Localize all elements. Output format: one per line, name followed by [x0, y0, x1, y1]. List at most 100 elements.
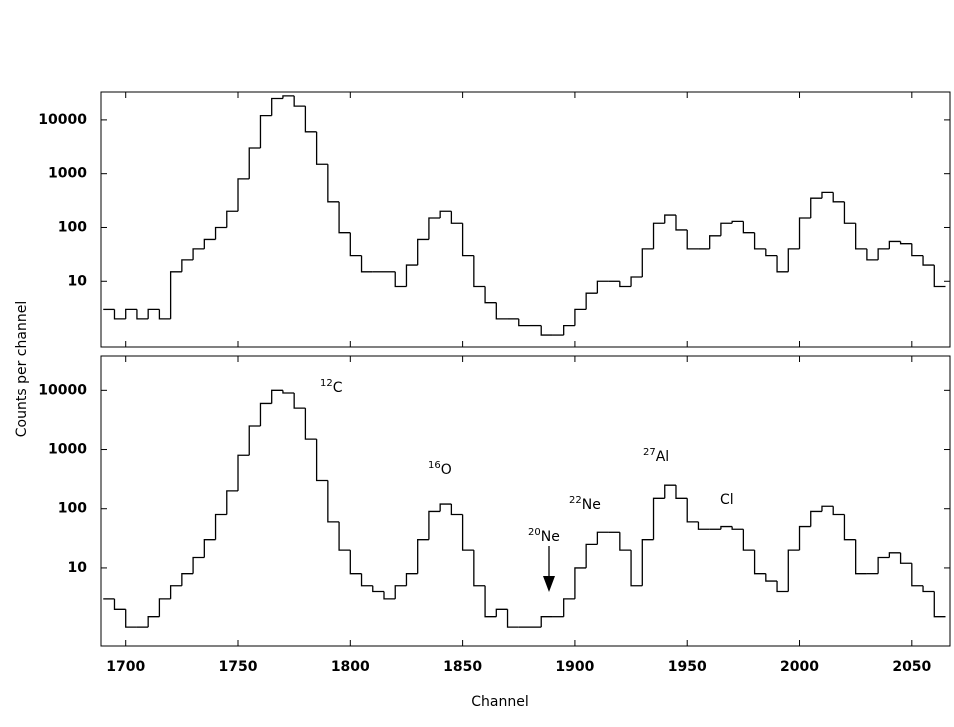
histogram-bin — [304, 408, 317, 440]
histogram-bin — [293, 95, 306, 107]
histogram-bin — [709, 235, 721, 249]
x-axis-label: Channel — [471, 694, 528, 710]
histogram-bin — [630, 550, 643, 587]
histogram-bin — [765, 248, 778, 257]
x-tick-label: 1700 — [106, 659, 145, 675]
histogram-bin — [125, 308, 137, 319]
histogram-bin — [136, 309, 149, 320]
histogram-bin — [147, 308, 160, 319]
histogram-bin — [394, 585, 407, 599]
histogram-bin — [742, 529, 755, 551]
histogram-bin — [181, 573, 194, 586]
peak-label-element: O — [441, 462, 452, 478]
peak-label-element: Ne — [541, 529, 560, 545]
peak-label-element: Cl — [720, 492, 734, 508]
histogram-bin — [652, 222, 665, 249]
histogram-bin — [563, 598, 575, 617]
histogram-bin — [911, 243, 924, 257]
y-tick-label: 10000 — [38, 382, 87, 398]
histogram-bin — [641, 248, 654, 278]
y-tick-label: 100 — [58, 219, 87, 235]
histogram-bin — [821, 191, 834, 199]
histogram-bin — [742, 221, 755, 234]
histogram-bin — [855, 539, 867, 575]
peak-label-mass: 27 — [643, 447, 656, 458]
histogram-bin — [259, 402, 272, 426]
peak-label-element: Ne — [582, 497, 601, 513]
histogram-bin — [237, 454, 250, 491]
histogram-bin — [214, 513, 227, 540]
histogram-bin — [338, 201, 351, 234]
histogram-bin — [933, 591, 946, 618]
peak-label-mass: 12 — [320, 378, 333, 389]
histogram-bin — [113, 309, 126, 320]
histogram-bin — [203, 238, 216, 249]
histogram-bin — [922, 255, 935, 266]
histogram-bin — [113, 598, 126, 610]
histogram-bin — [293, 393, 306, 409]
histogram-bin — [259, 114, 272, 149]
histogram-bin — [664, 214, 676, 224]
histogram-bin — [641, 539, 654, 586]
histogram-bin — [417, 539, 429, 574]
peak-label: 27Al — [643, 447, 669, 465]
histogram-bin — [271, 97, 283, 116]
histogram-bin — [169, 585, 182, 599]
peak-label: 22Ne — [569, 495, 601, 513]
plot-frame — [100, 355, 951, 647]
x-tick-label: 1850 — [443, 659, 482, 675]
histogram-bin — [315, 439, 328, 482]
histogram-bin — [192, 556, 205, 574]
histogram-bin — [147, 616, 160, 628]
histogram-bin — [596, 531, 609, 545]
histogram-bin — [158, 309, 171, 320]
histogram-bin — [327, 164, 340, 203]
histogram-bin — [720, 222, 733, 236]
arrow-head — [543, 576, 555, 592]
histogram-bin — [787, 248, 800, 272]
histogram-bin — [450, 211, 463, 224]
histogram-bin — [450, 504, 463, 516]
histogram-bin — [753, 232, 766, 250]
y-tick-label: 10 — [68, 273, 88, 289]
histogram-bin — [888, 240, 901, 249]
histogram-bin — [832, 506, 845, 516]
histogram-bin — [866, 248, 879, 261]
histogram-bin — [686, 498, 699, 523]
histogram-bin — [765, 573, 778, 582]
histogram-bin — [630, 276, 643, 287]
x-tick-label: 1800 — [331, 659, 370, 675]
histogram-bin — [214, 226, 227, 240]
x-tick-label: 1750 — [219, 659, 258, 675]
histogram-bin — [484, 286, 497, 304]
histogram-bin — [360, 255, 373, 273]
histogram-bin — [484, 585, 497, 618]
histogram-bin — [933, 265, 946, 288]
histogram-bin — [832, 192, 845, 203]
histogram-bin — [574, 567, 587, 599]
histogram-bin — [428, 510, 441, 540]
y-tick-label: 1000 — [48, 442, 87, 458]
histogram-bin — [686, 229, 699, 250]
histogram-bin — [226, 210, 239, 228]
histogram-bin — [753, 550, 766, 575]
histogram-bin — [338, 521, 351, 551]
peak-label-mass: 20 — [528, 527, 541, 538]
peak-label-element: C — [333, 380, 343, 396]
y-tick-label: 10000 — [38, 112, 87, 128]
histogram-bin — [540, 325, 553, 336]
histogram-bin — [360, 573, 373, 587]
histogram-bin — [349, 232, 362, 257]
histogram-bin — [888, 552, 901, 558]
histogram-bin — [271, 389, 283, 404]
histogram-bin — [125, 609, 137, 628]
histogram-bin — [877, 248, 890, 260]
histogram-bin — [473, 255, 486, 288]
histogram-bin — [720, 525, 733, 530]
y-tick-label: 1000 — [48, 166, 87, 182]
histogram-bin — [596, 280, 609, 294]
histogram-bin — [417, 238, 429, 266]
peak-label-mass: 16 — [428, 460, 441, 471]
histogram-bin — [248, 147, 261, 179]
histogram-bin — [237, 178, 250, 212]
